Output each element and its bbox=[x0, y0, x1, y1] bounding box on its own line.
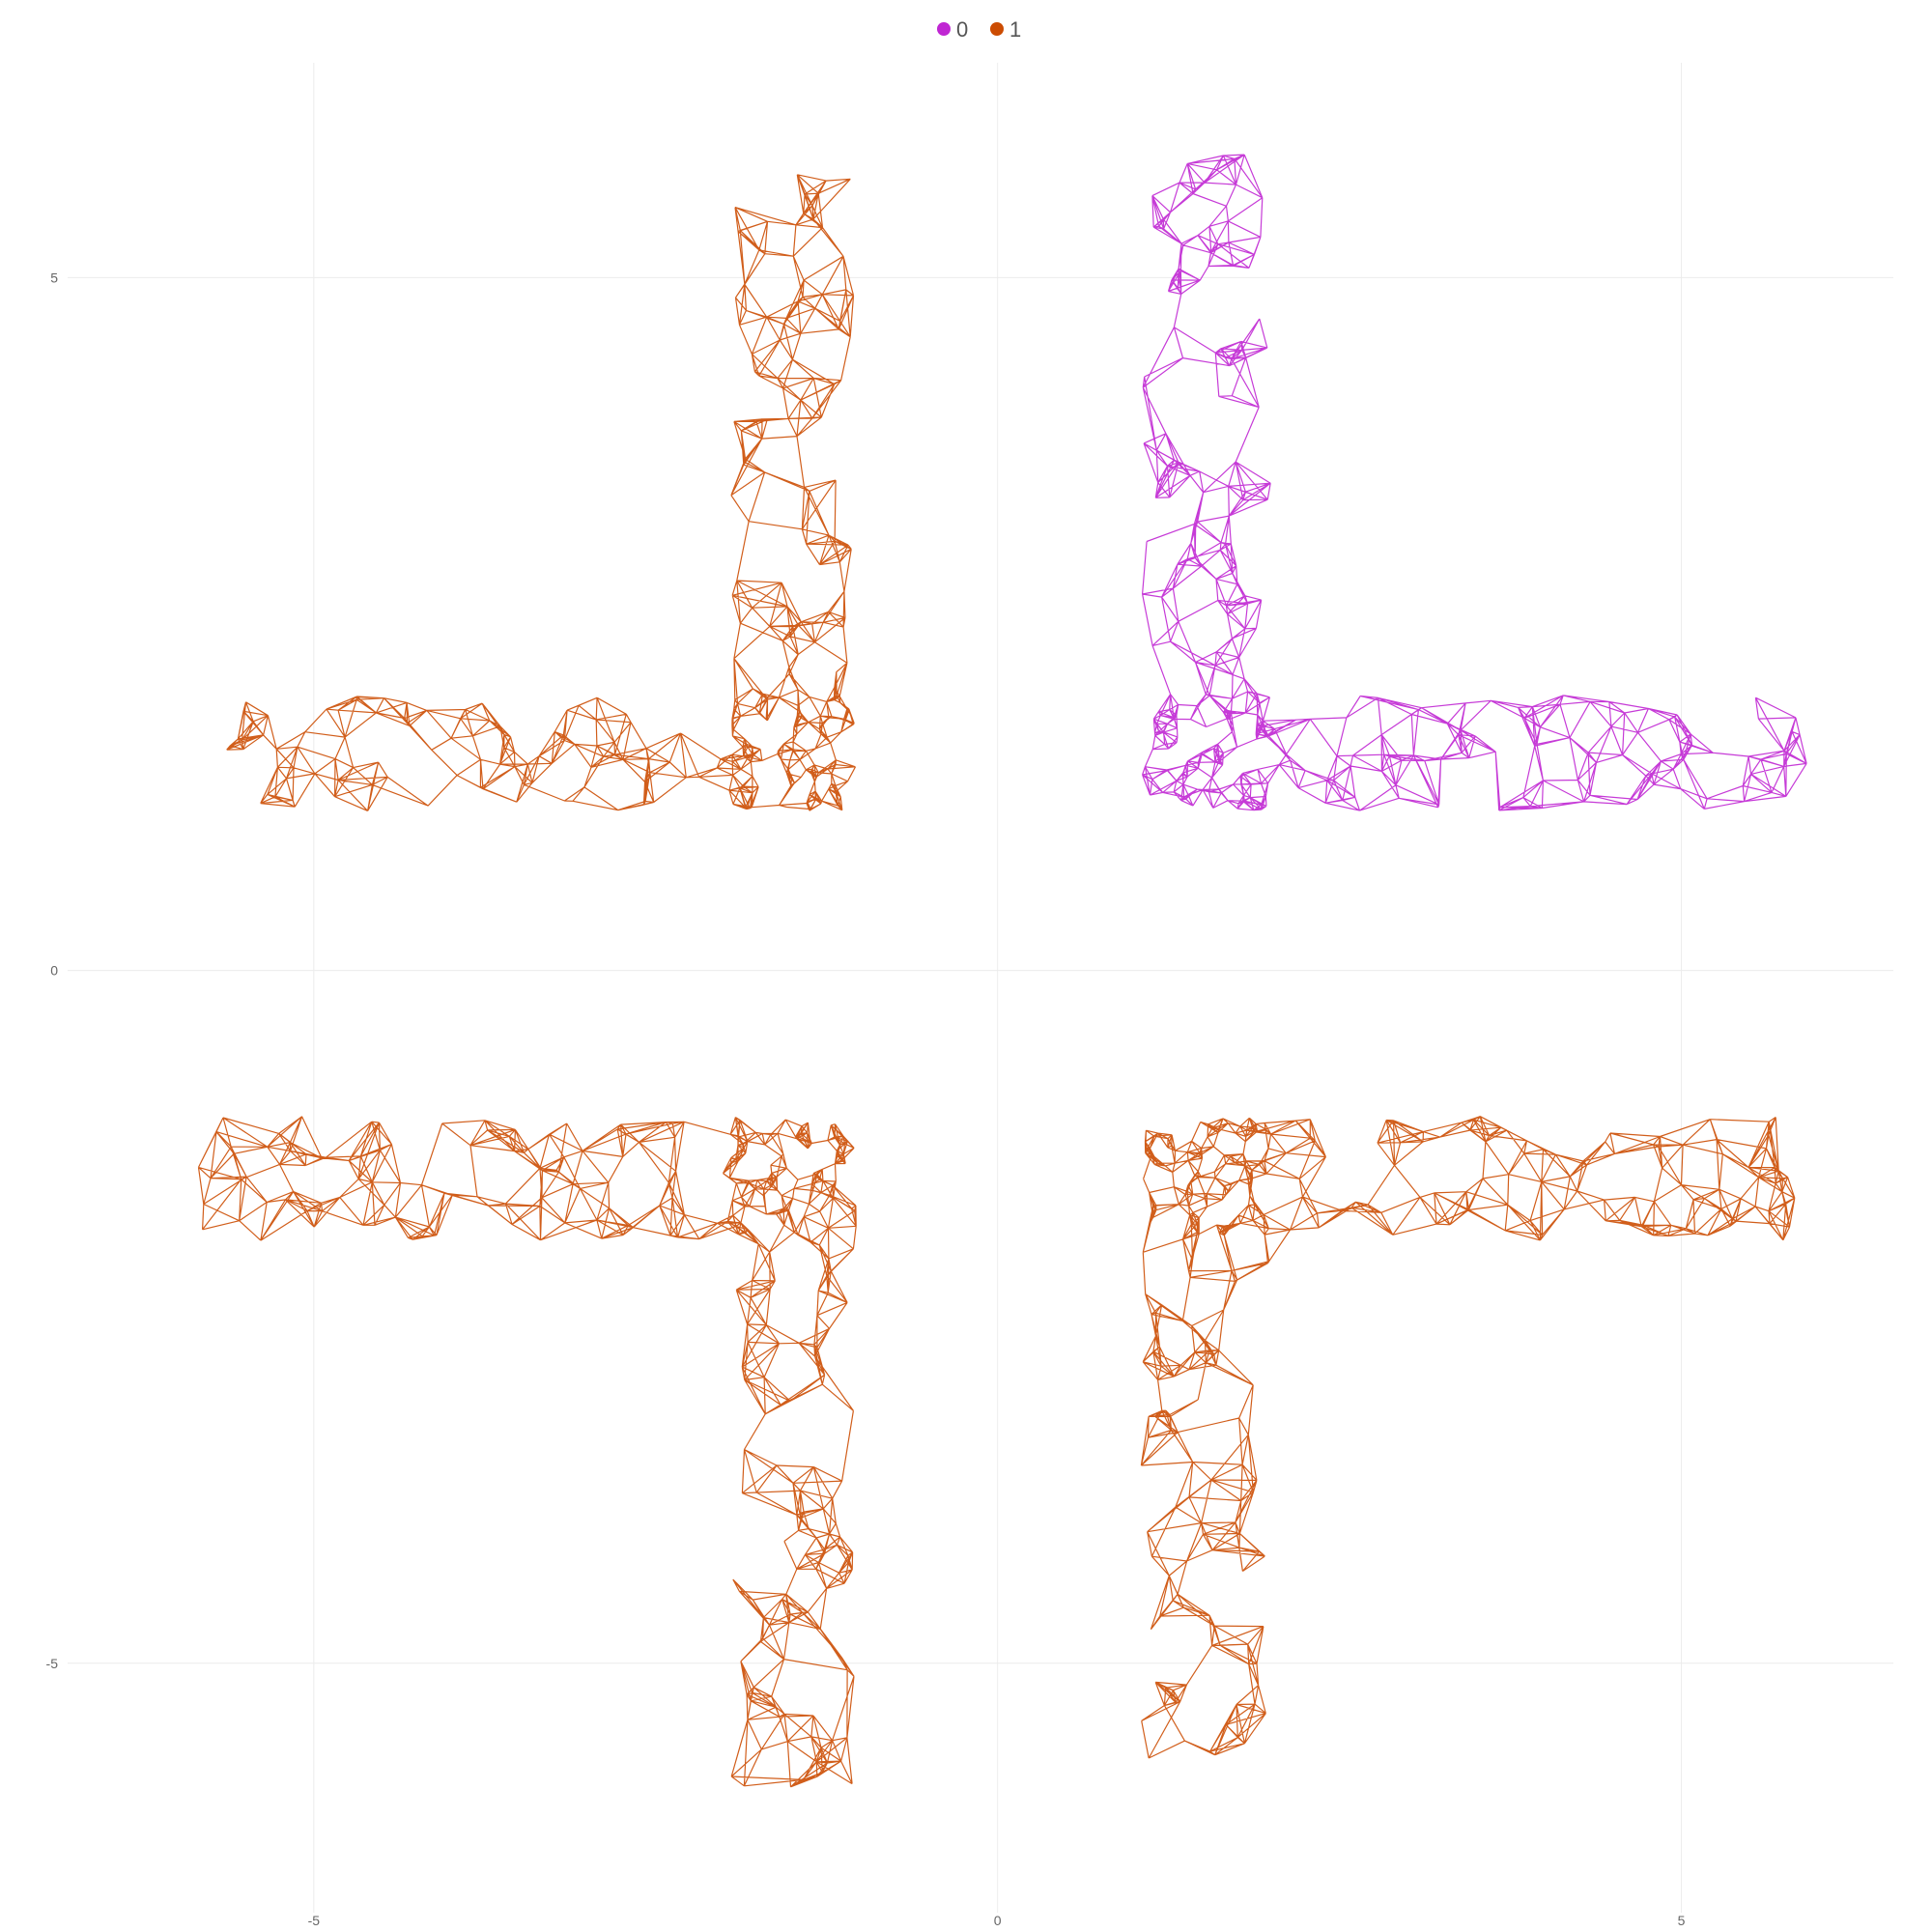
legend-marker-1 bbox=[990, 22, 1004, 36]
x-axis-ticks: -5 0 5 bbox=[308, 1913, 1686, 1928]
network-series-0 bbox=[1142, 154, 1807, 811]
x-tick-label: 0 bbox=[994, 1913, 1002, 1928]
x-tick-label: -5 bbox=[308, 1913, 321, 1928]
network-edges-path-1 bbox=[226, 174, 857, 811]
grid bbox=[68, 63, 1893, 1913]
network-edges-path-0 bbox=[1142, 154, 1807, 811]
y-tick-label: 0 bbox=[50, 963, 58, 979]
network-series-3 bbox=[1140, 1116, 1796, 1759]
network-series-1 bbox=[226, 174, 857, 811]
network-edges bbox=[197, 154, 1807, 1788]
legend-label-0: 0 bbox=[956, 17, 968, 42]
network-edges-path-3 bbox=[1140, 1116, 1796, 1759]
y-axis-ticks: -5 0 5 bbox=[46, 270, 59, 1670]
legend-label-1: 1 bbox=[1009, 17, 1021, 42]
x-tick-label: 5 bbox=[1678, 1913, 1686, 1928]
y-tick-label: 5 bbox=[50, 270, 58, 285]
y-tick-label: -5 bbox=[46, 1656, 59, 1671]
network-edges-path-2 bbox=[197, 1116, 857, 1788]
legend-marker-0 bbox=[937, 22, 951, 36]
network-series-2 bbox=[197, 1116, 857, 1788]
legend: 0 1 bbox=[937, 17, 1021, 42]
